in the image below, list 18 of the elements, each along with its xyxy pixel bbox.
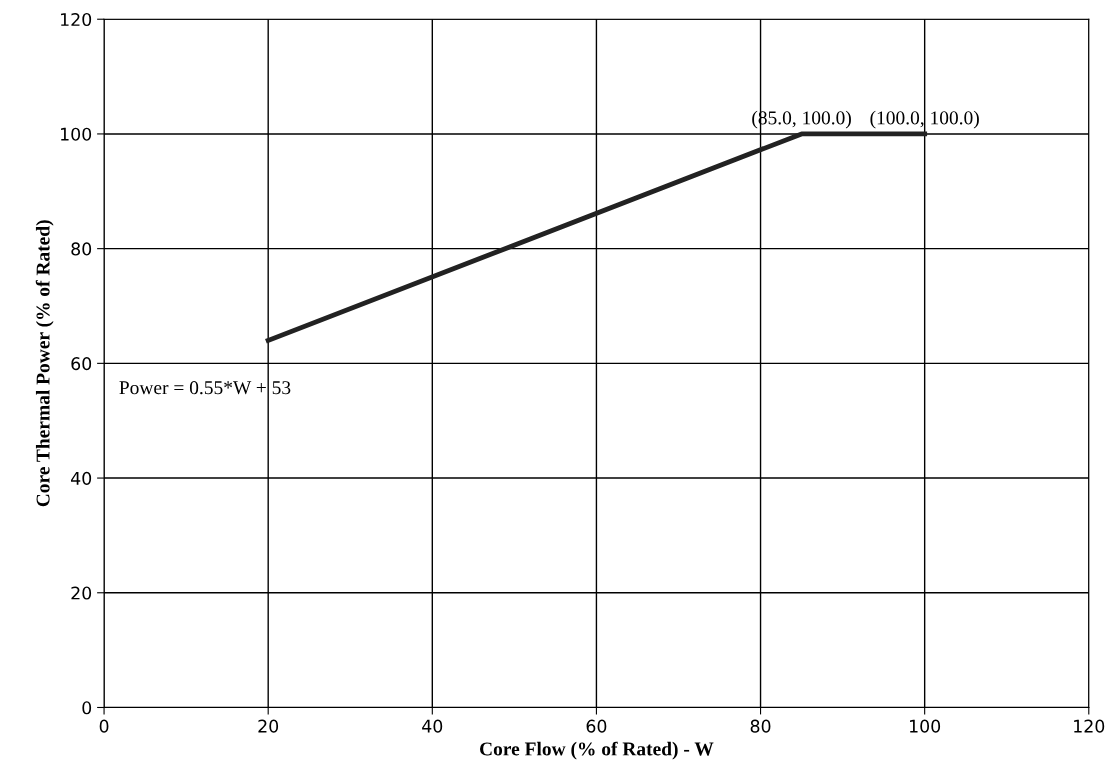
y-tick-label: 120	[61, 12, 92, 27]
x-tick-label: 80	[750, 719, 771, 733]
y-tick-label: 40	[71, 471, 92, 485]
y-tick-label: 0	[82, 701, 92, 715]
x-tick-label: 120	[1074, 719, 1105, 733]
x-tick-label: 0	[99, 719, 109, 733]
annotation: Power = 0.55*W + 53	[119, 381, 291, 395]
annotation: (100.0, 100.0)	[870, 110, 979, 129]
x-tick-label: 100	[910, 719, 941, 733]
y-axis-title: Core Thermal Power (% of Rated)	[35, 220, 54, 507]
x-tick-label: 60	[586, 719, 607, 733]
y-tick-label: 80	[71, 242, 92, 256]
y-tick-label: 20	[71, 586, 92, 600]
y-tick-label: 60	[71, 357, 92, 371]
x-tick-label: 20	[258, 719, 279, 733]
x-tick-label: 40	[422, 719, 443, 733]
x-axis-title: Core Flow (% of Rated) - W	[480, 741, 714, 760]
y-tick-label: 100	[61, 127, 92, 141]
